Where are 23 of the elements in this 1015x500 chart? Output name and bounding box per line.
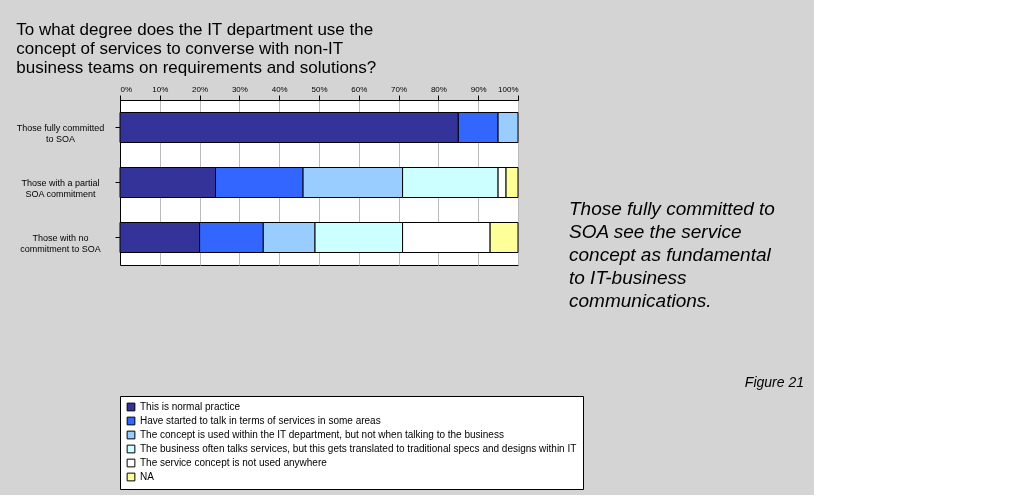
caption: Figure 21 xyxy=(744,374,804,390)
y-tick-label: Those with a partial SOA commitment xyxy=(21,177,100,199)
x-tick-label: 0% xyxy=(120,84,133,94)
x-tick-label: 70% xyxy=(391,84,408,94)
y-tick-label: Those with no commitment to SOA xyxy=(20,232,101,254)
legend-label: Have started to talk in terms of services in some areas xyxy=(140,415,381,426)
x-tick-label: 30% xyxy=(231,84,248,94)
legend-label: The service concept is not used anywhere xyxy=(140,457,328,468)
x-tick-label: 50% xyxy=(311,84,328,94)
x-tick-label: 90% xyxy=(470,84,487,94)
x-tick-label: 60% xyxy=(351,84,368,94)
x-tick-label: 20% xyxy=(192,84,209,94)
y-tick-label: Those fully committed to SOA xyxy=(16,122,105,144)
x-tick-label: 80% xyxy=(430,84,447,94)
legend-label: This is normal practice xyxy=(140,401,241,412)
x-tick-label: 10% xyxy=(152,84,169,94)
chart-title: To what degree does the IT department use the concept of services to converse with non-IT business teams on requirements and solutions? xyxy=(16,20,377,77)
legend-label: NA xyxy=(140,471,155,482)
legend-label: The concept is used within the IT department, but not when talking to the business xyxy=(140,429,504,440)
x-tick-label: 40% xyxy=(271,84,288,94)
x-tick-label: 100% xyxy=(498,84,519,94)
text: Those fully committed to SOA see the service concept as fundamental to IT-business communications. xyxy=(569,198,775,311)
legend-label: The business often talks services, but this gets translated to traditional specs and designs within IT xyxy=(140,443,577,454)
